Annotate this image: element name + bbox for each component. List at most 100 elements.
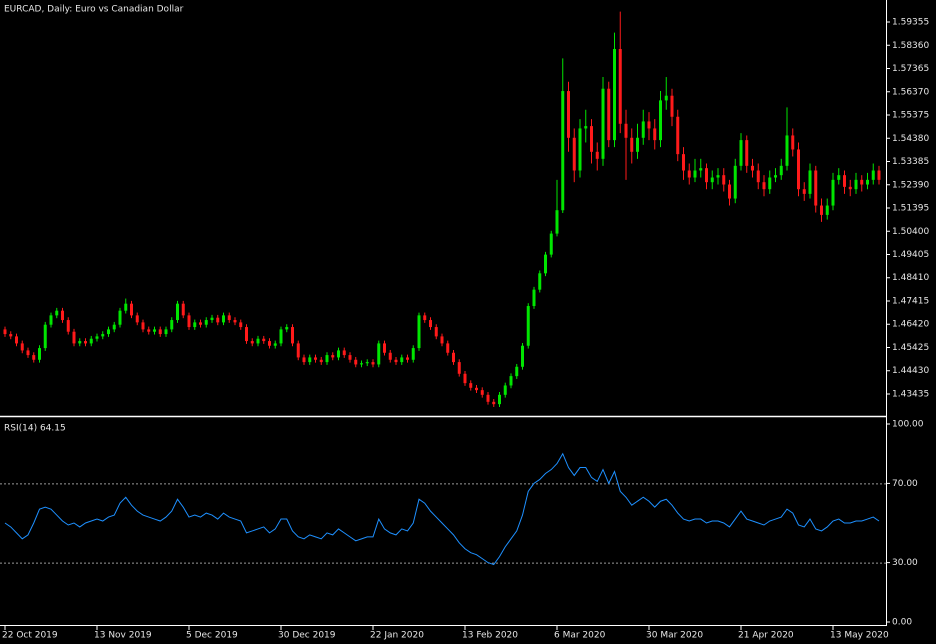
candle-body [285,327,289,330]
candle-body [107,329,110,335]
candle-body [32,355,36,360]
candle-body [866,179,869,185]
candle-body [624,123,628,138]
x-tick-label: 5 Dec 2019 [186,631,238,641]
y-tick-label: 1.51395 [892,204,929,214]
candle-body [653,128,657,141]
candle-body [141,322,145,330]
candle-body [187,315,191,328]
candle-body [394,359,398,363]
candle-body [532,289,536,307]
candle-body [262,338,266,342]
candle-body [348,355,352,360]
y-tick-label: 1.47415 [892,296,929,306]
candle-body [854,179,858,190]
candle-body [814,170,818,206]
candle-body [469,383,473,388]
candle-body [176,303,179,321]
candle-body [84,341,87,344]
candle-body [193,322,197,328]
candle-body [147,329,151,332]
candle-body [291,327,294,344]
candle-body [26,350,30,356]
candle-body [837,175,841,180]
candle-body [371,362,375,365]
candle-body [670,95,674,117]
candle-body [756,170,760,183]
candle-body [693,170,697,178]
candle-body [745,140,749,166]
x-tick-label: 13 Nov 2019 [94,631,152,641]
candle-body [538,273,542,290]
candle-body [210,317,214,321]
candle-body [613,48,616,141]
x-tick-label: 30 Dec 2019 [278,631,336,641]
candle-body [158,329,162,335]
candle-body [820,205,823,215]
x-tick-label: 30 Mar 2020 [646,631,703,641]
candle-body [388,352,392,360]
candle-body [233,320,237,323]
candle-body [153,329,156,332]
candle-body [480,390,484,395]
candle-body [659,100,662,141]
candle-body [877,170,881,180]
candle-body [618,48,622,124]
candle-body [860,179,864,185]
y-tick-label: 1.50400 [892,227,929,237]
candle-body [503,385,507,395]
candle-body [112,324,116,330]
candle-body [279,329,283,344]
candle-body [584,126,588,129]
candle-body [664,95,668,101]
candle-body [216,317,220,323]
candle-body [130,303,133,316]
candle-body [49,315,53,325]
candle-body [762,182,766,190]
candle-body [544,254,547,274]
candle-body [509,376,513,386]
rsi-line [4,452,880,566]
y-tick-label: 1.49405 [892,250,929,260]
candle-body [561,91,565,211]
candle-body [20,343,24,351]
candle-body [567,91,570,138]
candle-body [768,177,772,190]
candle-body [475,387,478,391]
x-tick-label: 22 Oct 2019 [2,631,58,641]
y-tick-label: 1.58360 [892,41,929,51]
candle-body [325,355,329,363]
candle-body [308,357,312,363]
candle-body [199,322,202,325]
candle-body [89,338,93,344]
candle-body [256,338,260,344]
candle-body [682,154,685,171]
candle-body [802,189,806,194]
candle-body [526,306,530,346]
candle-body [716,175,720,178]
candle-body [78,341,82,344]
y-tick-label: 1.56370 [892,87,929,97]
candle-body [521,345,524,367]
x-tick-label: 21 Apr 2020 [738,631,794,641]
candle-body [118,310,122,325]
candle-body [314,357,317,360]
candle-body [423,315,427,321]
candle-body [739,140,743,166]
candle-body [590,126,593,152]
y-tick-label: 1.46420 [892,320,929,330]
candle-body [38,348,41,360]
candle-body [124,303,128,311]
y-tick-label: 1.48410 [892,273,929,283]
candle-body [434,327,438,337]
candle-body [710,177,714,183]
y-tick-label: 30.00 [892,558,918,568]
candle-body [377,343,381,365]
candle-body [337,350,340,358]
candle-body [273,343,277,346]
candle-body [825,205,829,215]
candle-body [9,334,13,337]
candle-body [61,310,64,321]
candle-body [406,357,409,360]
